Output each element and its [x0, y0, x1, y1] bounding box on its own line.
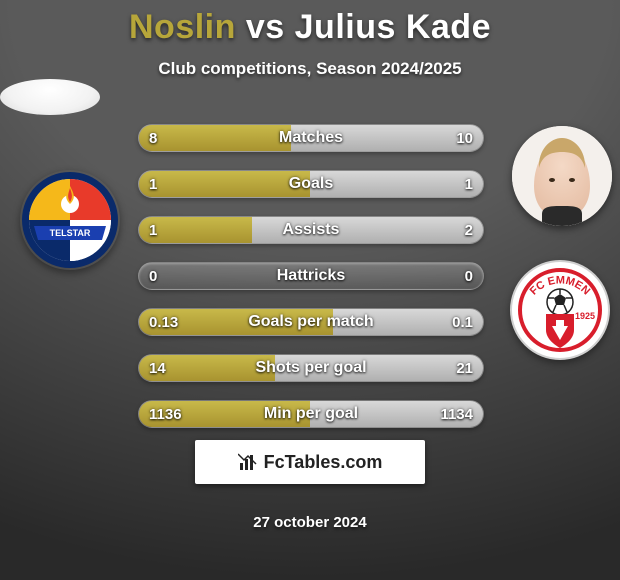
stat-value-right: 21	[456, 355, 473, 381]
player1-name: Noslin	[129, 8, 236, 46]
telstar-crest-icon: TELSTAR	[20, 170, 120, 270]
stat-label: Goals per match	[139, 309, 483, 335]
stat-value-left: 1136	[149, 401, 182, 427]
source-text: FcTables.com	[264, 452, 383, 473]
comparison-card: Noslin vs Julius Kade Club competitions,…	[0, 0, 620, 580]
stat-row: Hattricks0 0	[138, 262, 484, 290]
stat-label: Goals	[139, 171, 483, 197]
face-icon	[512, 126, 612, 226]
stat-label: Shots per goal	[139, 355, 483, 381]
player1-club-crest: TELSTAR	[20, 170, 120, 270]
date-label: 27 october 2024	[0, 514, 620, 531]
stat-value-left: 0.13	[149, 309, 178, 335]
subtitle: Club competitions, Season 2024/2025	[0, 59, 620, 79]
stat-value-right: 2	[465, 217, 473, 243]
stat-label: Matches	[139, 125, 483, 151]
stat-label: Min per goal	[139, 401, 483, 427]
stat-value-left: 14	[149, 355, 166, 381]
stat-row: Min per goal1136 1134	[138, 400, 484, 428]
stat-row: Assists1 2	[138, 216, 484, 244]
stat-value-left: 0	[149, 263, 157, 289]
player2-avatar	[512, 126, 612, 226]
player2-name: Julius Kade	[295, 8, 491, 46]
stat-value-left: 1	[149, 171, 157, 197]
telstar-banner-text: TELSTAR	[50, 228, 91, 238]
chart-icon	[238, 452, 258, 472]
fcemmen-crest-icon: FC EMMEN 1925	[510, 260, 610, 360]
stat-bars: Matches810Goals11Assists12Hattricks00Goa…	[138, 124, 484, 446]
page-title: Noslin vs Julius Kade	[0, 8, 620, 47]
title-vs: vs	[246, 8, 285, 46]
stat-value-right: 1	[465, 171, 473, 197]
player1-avatar	[0, 79, 100, 115]
stat-value-right: 0.1	[452, 309, 473, 335]
stat-row: Matches8 10	[138, 124, 484, 152]
stat-value-right: 10	[456, 125, 473, 151]
stat-value-left: 8	[149, 125, 157, 151]
stat-label: Hattricks	[139, 263, 483, 289]
stat-value-right: 1134	[440, 401, 473, 427]
stat-row: Goals1 1	[138, 170, 484, 198]
stat-row: Goals per match0.13 0.1	[138, 308, 484, 336]
stat-value-left: 1	[149, 217, 157, 243]
emmen-year: 1925	[575, 311, 595, 321]
stat-value-right: 0	[465, 263, 473, 289]
stat-row: Shots per goal14 21	[138, 354, 484, 382]
stat-label: Assists	[139, 217, 483, 243]
player2-club-crest: FC EMMEN 1925	[510, 260, 610, 360]
source-badge: FcTables.com	[195, 440, 425, 484]
